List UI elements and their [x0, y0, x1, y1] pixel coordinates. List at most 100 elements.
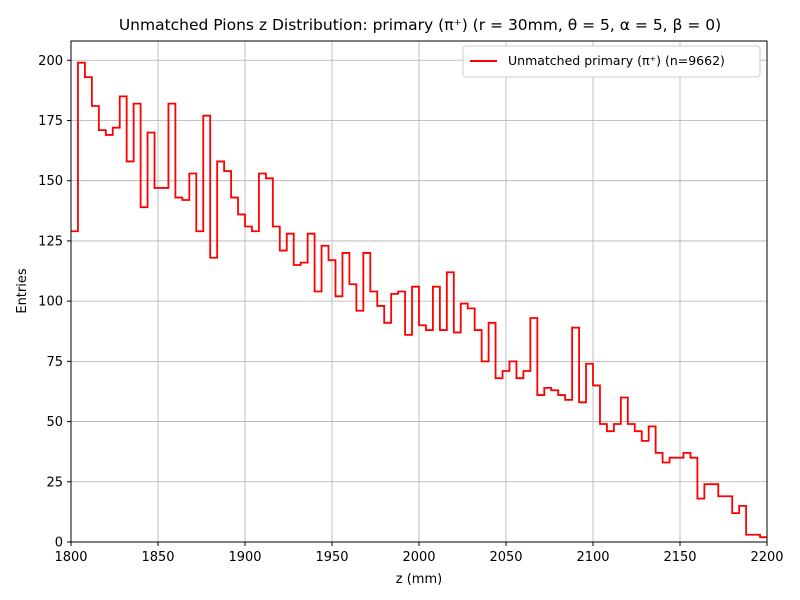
histogram-bin [586, 364, 593, 542]
y-tick-label: 0 [55, 536, 63, 551]
histogram-bin [168, 104, 175, 542]
histogram-bin [405, 335, 412, 542]
histogram-bin [670, 458, 677, 542]
histogram-bin [746, 535, 753, 542]
histogram-bin [92, 106, 99, 542]
histogram-bin [496, 378, 503, 542]
histogram-bin [210, 258, 217, 542]
y-tick-label: 125 [38, 234, 63, 249]
histogram-bin [308, 234, 315, 542]
histogram-bin [572, 328, 579, 542]
histogram-bin [551, 390, 558, 542]
histogram-bin [760, 537, 767, 542]
histogram-bin [245, 226, 252, 542]
plot-area: 1800 1850 1900 1950 2000 2050 2100 2150 2200 0 25 5… [38, 40, 784, 565]
histogram-bin [433, 287, 440, 542]
histogram-bin [217, 161, 224, 542]
y-tick-label: 175 [38, 114, 63, 129]
histogram-bin [99, 130, 106, 542]
y-tick-label: 150 [38, 174, 63, 189]
histogram-bin [224, 171, 231, 542]
histogram-bin [489, 323, 496, 542]
histogram-bin [635, 431, 642, 542]
histogram-bin [419, 325, 426, 542]
legend: Unmatched primary (π⁺) (n=9662) [462, 45, 761, 78]
histogram-bin [656, 453, 663, 542]
x-tick-label: 2150 [663, 550, 696, 565]
histogram-bin [454, 332, 461, 542]
histogram-bin [704, 484, 711, 542]
histogram-bin [677, 458, 684, 542]
histogram-bin [175, 198, 182, 542]
histogram-bin [127, 161, 134, 542]
histogram-bin [113, 128, 120, 542]
histogram-bin [85, 77, 92, 542]
chart-title: Unmatched Pions z Distribution: primary … [119, 16, 721, 34]
histogram-bin [141, 207, 148, 542]
histogram-bin [579, 402, 586, 542]
histogram-bin [238, 214, 245, 542]
histogram-bin [447, 272, 454, 542]
histogram-bin [530, 318, 537, 542]
histogram-bin [475, 330, 482, 542]
histogram-bin [287, 234, 294, 542]
histogram-bin [711, 484, 718, 542]
histogram-bin [363, 253, 370, 542]
histogram-bin [294, 265, 301, 542]
y-tick-label: 25 [46, 475, 63, 490]
histogram-bin [523, 371, 530, 542]
x-tick-label: 1900 [228, 550, 261, 565]
histogram-bin [196, 231, 203, 542]
histogram-bin [71, 231, 78, 542]
histogram-bin [231, 198, 238, 542]
histogram-bin [683, 453, 690, 542]
y-tick-label: 200 [38, 54, 63, 69]
histogram-bin [280, 251, 287, 542]
histogram-bin [148, 133, 155, 542]
histogram-bin [516, 378, 523, 542]
histogram-bin [509, 361, 516, 542]
histogram-bin [377, 306, 384, 542]
histogram-bin [663, 463, 670, 542]
histogram-bin [189, 173, 196, 542]
histogram-bin [134, 104, 141, 542]
histogram-bin [106, 135, 113, 542]
histogram-bin [322, 246, 329, 542]
histogram-bin [356, 311, 363, 542]
y-tick-label: 75 [46, 355, 63, 370]
histogram-bin [426, 330, 433, 542]
histogram-bin [718, 496, 725, 542]
legend-box [462, 45, 761, 78]
histogram-bin [565, 400, 572, 542]
histogram-bin [161, 188, 168, 542]
histogram-step-line [71, 61, 767, 539]
histogram-bin [621, 397, 628, 542]
histogram-bin [607, 431, 614, 542]
histogram-bin [732, 513, 739, 542]
histogram-bin [391, 294, 398, 542]
histogram-bin [739, 506, 746, 542]
histogram-bin [614, 424, 621, 542]
histogram-bin [558, 395, 565, 542]
histogram-bin [342, 253, 349, 542]
histogram-bin [690, 458, 697, 542]
histogram-bin [120, 96, 127, 542]
y-tick-label: 100 [38, 295, 63, 310]
histogram-bin [753, 535, 760, 542]
histogram-bin [649, 426, 656, 542]
x-tick-label: 1950 [315, 550, 348, 565]
histogram-bin [384, 323, 391, 542]
histogram-bin [266, 178, 273, 542]
y-axis-label: Entries [15, 268, 30, 314]
histogram-bin [78, 63, 85, 542]
histogram-bin [301, 263, 308, 542]
histogram-bin [252, 231, 259, 542]
x-tick-label: 1850 [141, 550, 174, 565]
histogram-bin [642, 441, 649, 542]
histogram-bin [544, 388, 551, 542]
histogram-bin [628, 424, 635, 542]
histogram-bin [468, 308, 475, 542]
x-axis-label: z (mm) [396, 572, 442, 587]
